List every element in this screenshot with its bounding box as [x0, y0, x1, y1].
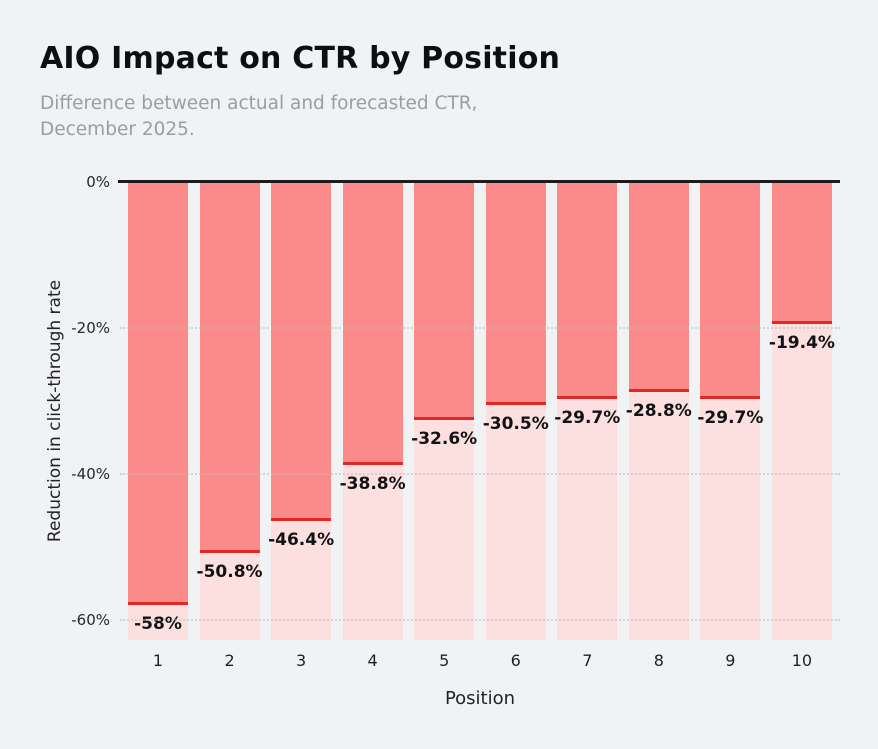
bar-below-fill	[771, 323, 832, 640]
bar-value-label: -28.8%	[625, 401, 692, 422]
bar-value-line	[128, 602, 188, 606]
bar-value-line	[342, 462, 403, 466]
bar-column: -19.4% 10	[768, 182, 835, 670]
x-tick-label: 6	[510, 651, 521, 670]
bar-value-label: -46.4%	[268, 529, 335, 550]
bar-value-label: -29.7%	[697, 407, 764, 428]
x-tick-label: 7	[582, 651, 593, 670]
bar-value-line	[700, 395, 761, 399]
gridline	[120, 618, 840, 621]
bar-below-fill	[342, 465, 403, 640]
bars-row: -58% 1 -50.8% 2 -46.4% 3 -38.8% 4 -32.6% 5 -30.5% 6…	[120, 182, 840, 670]
bar-column: -30.5% 6	[482, 182, 549, 670]
bar-column: -38.8% 4	[339, 182, 406, 670]
bar-value-label: -58%	[134, 614, 182, 635]
bar-column: -32.6% 5	[411, 182, 478, 670]
x-tick-label: 10	[791, 651, 813, 670]
x-axis-title: Position	[444, 688, 516, 709]
plot-area: -58% 1 -50.8% 2 -46.4% 3 -38.8% 4 -32.6% 5 -30.5% 6…	[118, 180, 840, 670]
bar-below-fill	[700, 398, 761, 640]
bar-below-fill	[485, 404, 546, 640]
x-tick-label: 3	[296, 651, 307, 670]
bar-value-line	[485, 401, 546, 405]
bar-below-fill	[199, 552, 260, 640]
bar-value-label: -29.7%	[554, 407, 621, 428]
bar-value-label: -30.5%	[482, 413, 549, 434]
x-tick-label: 2	[224, 651, 235, 670]
bar-below-fill	[557, 398, 618, 640]
bar-column: -50.8% 2	[196, 182, 263, 670]
bar-reduction-fill	[628, 182, 689, 390]
bar-value-line	[628, 389, 689, 393]
x-tick-label: 1	[152, 651, 164, 670]
bar-column: -28.8% 8	[625, 182, 692, 670]
bar-reduction-fill	[128, 182, 188, 603]
bar-column: -29.7% 7	[554, 182, 621, 670]
bar-column: -46.4% 3	[268, 182, 335, 670]
chart-subtitle-line2: December 2025.	[40, 119, 195, 140]
bar-below-fill	[628, 392, 689, 640]
gridline	[120, 472, 840, 475]
gridline	[120, 326, 840, 329]
bar-value-label: -19.4%	[768, 332, 835, 353]
x-tick-label: 5	[439, 651, 450, 670]
bar-value-line	[414, 416, 475, 420]
bar-reduction-fill	[414, 182, 475, 417]
y-tick-label: -60%	[71, 610, 110, 629]
bar-column: -58% 1	[128, 182, 188, 670]
y-tick-label: -40%	[71, 464, 110, 483]
zero-axis-line	[118, 180, 840, 183]
chart-subtitle: Difference between actual and forecasted…	[40, 91, 477, 143]
bar-below-fill	[414, 419, 475, 640]
bar-below-fill	[128, 605, 188, 640]
bar-reduction-fill	[199, 182, 260, 550]
y-axis-ticks: 0% -20% -40% -60%	[0, 173, 110, 640]
chart-subtitle-line1: Difference between actual and forecasted…	[40, 93, 478, 114]
bar-reduction-fill	[771, 182, 832, 321]
bar-value-line	[199, 549, 260, 553]
bar-value-label: -50.8%	[196, 561, 263, 582]
chart-title: AIO Impact on CTR by Position	[40, 41, 561, 76]
bar-column: -29.7% 9	[697, 182, 764, 670]
bar-reduction-fill	[342, 182, 403, 463]
bar-value-label: -32.6%	[411, 428, 478, 449]
bar-reduction-fill	[271, 182, 332, 518]
bar-value-line	[771, 320, 832, 324]
bar-reduction-fill	[485, 182, 546, 402]
bar-value-label: -38.8%	[339, 474, 406, 495]
bar-reduction-fill	[700, 182, 761, 396]
bar-reduction-fill	[557, 182, 618, 396]
bar-value-line	[557, 395, 618, 399]
x-tick-label: 9	[725, 651, 736, 670]
y-tick-label: 0%	[86, 173, 110, 191]
x-tick-label: 4	[367, 651, 378, 670]
x-tick-label: 8	[653, 651, 664, 670]
bar-value-line	[271, 517, 332, 521]
y-tick-label: -20%	[71, 318, 110, 337]
